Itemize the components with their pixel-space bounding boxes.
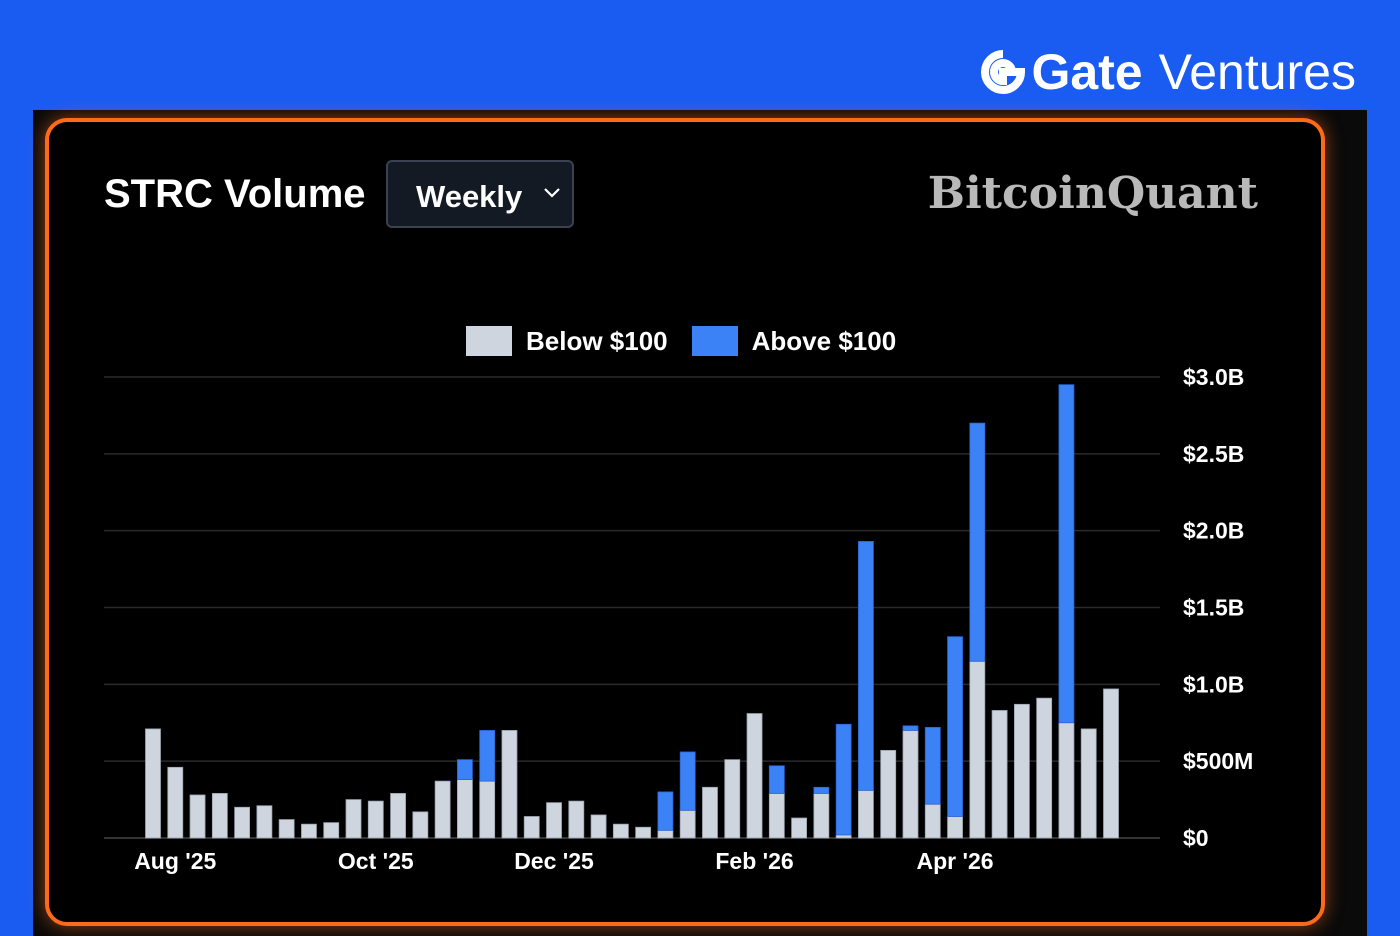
bar-above-100[interactable] [457, 759, 473, 781]
bar-below-100[interactable] [590, 814, 607, 839]
bar-below-100[interactable] [323, 822, 340, 839]
y-tick-label: $2.0B [1183, 518, 1244, 544]
y-tick-label: $0 [1183, 825, 1209, 851]
y-tick-label: $1.5B [1183, 595, 1244, 621]
y-tick-label: $2.5B [1183, 441, 1244, 467]
bar-below-100[interactable] [167, 766, 184, 839]
y-tick-label: $1.0B [1183, 671, 1244, 697]
y-tick-label: $500M [1183, 748, 1253, 774]
bar-above-100[interactable] [479, 730, 496, 782]
bar-below-100[interactable] [568, 800, 585, 839]
x-tick-label: Dec '25 [514, 848, 594, 874]
bar-below-100[interactable] [234, 806, 251, 839]
bar-below-100[interactable] [702, 786, 718, 839]
bar-below-100[interactable] [768, 793, 785, 839]
brand-name: Gate [1031, 44, 1143, 100]
chart-legend: Below $100 Above $100 [466, 324, 920, 358]
bar-above-100[interactable] [902, 725, 919, 731]
bar-below-100[interactable] [1103, 688, 1119, 839]
bar-below-100[interactable] [1013, 703, 1030, 839]
bar-below-100[interactable] [457, 779, 473, 839]
bar-above-100[interactable] [768, 765, 785, 794]
bar-below-100[interactable] [278, 819, 295, 839]
bar-above-100[interactable] [969, 422, 986, 662]
bar-below-100[interactable] [724, 759, 741, 839]
bar-below-100[interactable] [189, 794, 206, 839]
bar-below-100[interactable] [523, 816, 540, 839]
bar-below-100[interactable] [345, 799, 362, 839]
bar-below-100[interactable] [479, 780, 496, 839]
bar-below-100[interactable] [902, 730, 919, 839]
bar-below-100[interactable] [813, 793, 830, 839]
bar-below-100[interactable] [1036, 697, 1053, 839]
x-tick-label: Feb '26 [715, 848, 793, 874]
bar-below-100[interactable] [546, 802, 562, 839]
bar-below-100[interactable] [991, 710, 1008, 839]
bar-below-100[interactable] [880, 750, 897, 839]
legend-swatch-above [691, 326, 738, 356]
legend-item-below: Below $100 [466, 326, 668, 357]
x-tick-label: Apr '26 [917, 848, 994, 874]
chart-title: STRC Volume [104, 172, 366, 216]
bar-below-100[interactable] [434, 780, 451, 839]
bar-above-100[interactable] [813, 786, 830, 794]
gate-ventures-logo: Gate Ventures [981, 40, 1356, 104]
bar-below-100[interactable] [145, 728, 161, 839]
legend-label-above: Above $100 [751, 325, 897, 356]
bar-below-100[interactable] [301, 823, 317, 839]
bar-below-100[interactable] [679, 809, 696, 839]
bar-above-100[interactable] [835, 723, 852, 836]
bar-below-100[interactable] [947, 816, 963, 839]
legend-label-below: Below $100 [526, 325, 668, 356]
bar-below-100[interactable] [367, 800, 384, 839]
bar-above-100[interactable] [924, 726, 941, 805]
period-value: Weekly [416, 179, 523, 214]
legend-item-above: Above $100 [691, 325, 897, 357]
bar-below-100[interactable] [635, 826, 652, 839]
gate-logo-icon [981, 50, 1026, 94]
bar-below-100[interactable] [412, 811, 429, 839]
bar-above-100[interactable] [947, 636, 963, 817]
bitcoinquant-watermark: BitcoinQuant [927, 168, 1258, 219]
bar-below-100[interactable] [1058, 722, 1075, 839]
x-tick-label: Aug '25 [134, 848, 216, 874]
bar-below-100[interactable] [256, 805, 273, 839]
bar-below-100[interactable] [657, 829, 674, 839]
bar-below-100[interactable] [390, 793, 406, 839]
bar-above-100[interactable] [679, 751, 696, 811]
bar-below-100[interactable] [835, 834, 852, 839]
chevron-down-icon [544, 188, 560, 198]
bar-above-100[interactable] [1058, 384, 1075, 724]
bar-above-100[interactable] [858, 541, 874, 791]
bar-below-100[interactable] [791, 817, 807, 839]
bar-above-100[interactable] [657, 791, 674, 831]
bar-below-100[interactable] [612, 823, 629, 839]
y-tick-label: $3.0B [1183, 364, 1244, 390]
bar-below-100[interactable] [858, 789, 874, 839]
brand-sub: Ventures [1158, 44, 1356, 100]
bar-below-100[interactable] [501, 730, 518, 839]
bar-below-100[interactable] [1080, 728, 1097, 839]
bar-below-100[interactable] [969, 660, 986, 839]
period-dropdown[interactable]: Weekly [386, 160, 574, 228]
bar-below-100[interactable] [924, 803, 941, 839]
x-tick-label: Oct '25 [338, 848, 414, 874]
bar-below-100[interactable] [211, 793, 228, 839]
legend-swatch-below [466, 326, 512, 356]
bar-below-100[interactable] [746, 713, 763, 839]
